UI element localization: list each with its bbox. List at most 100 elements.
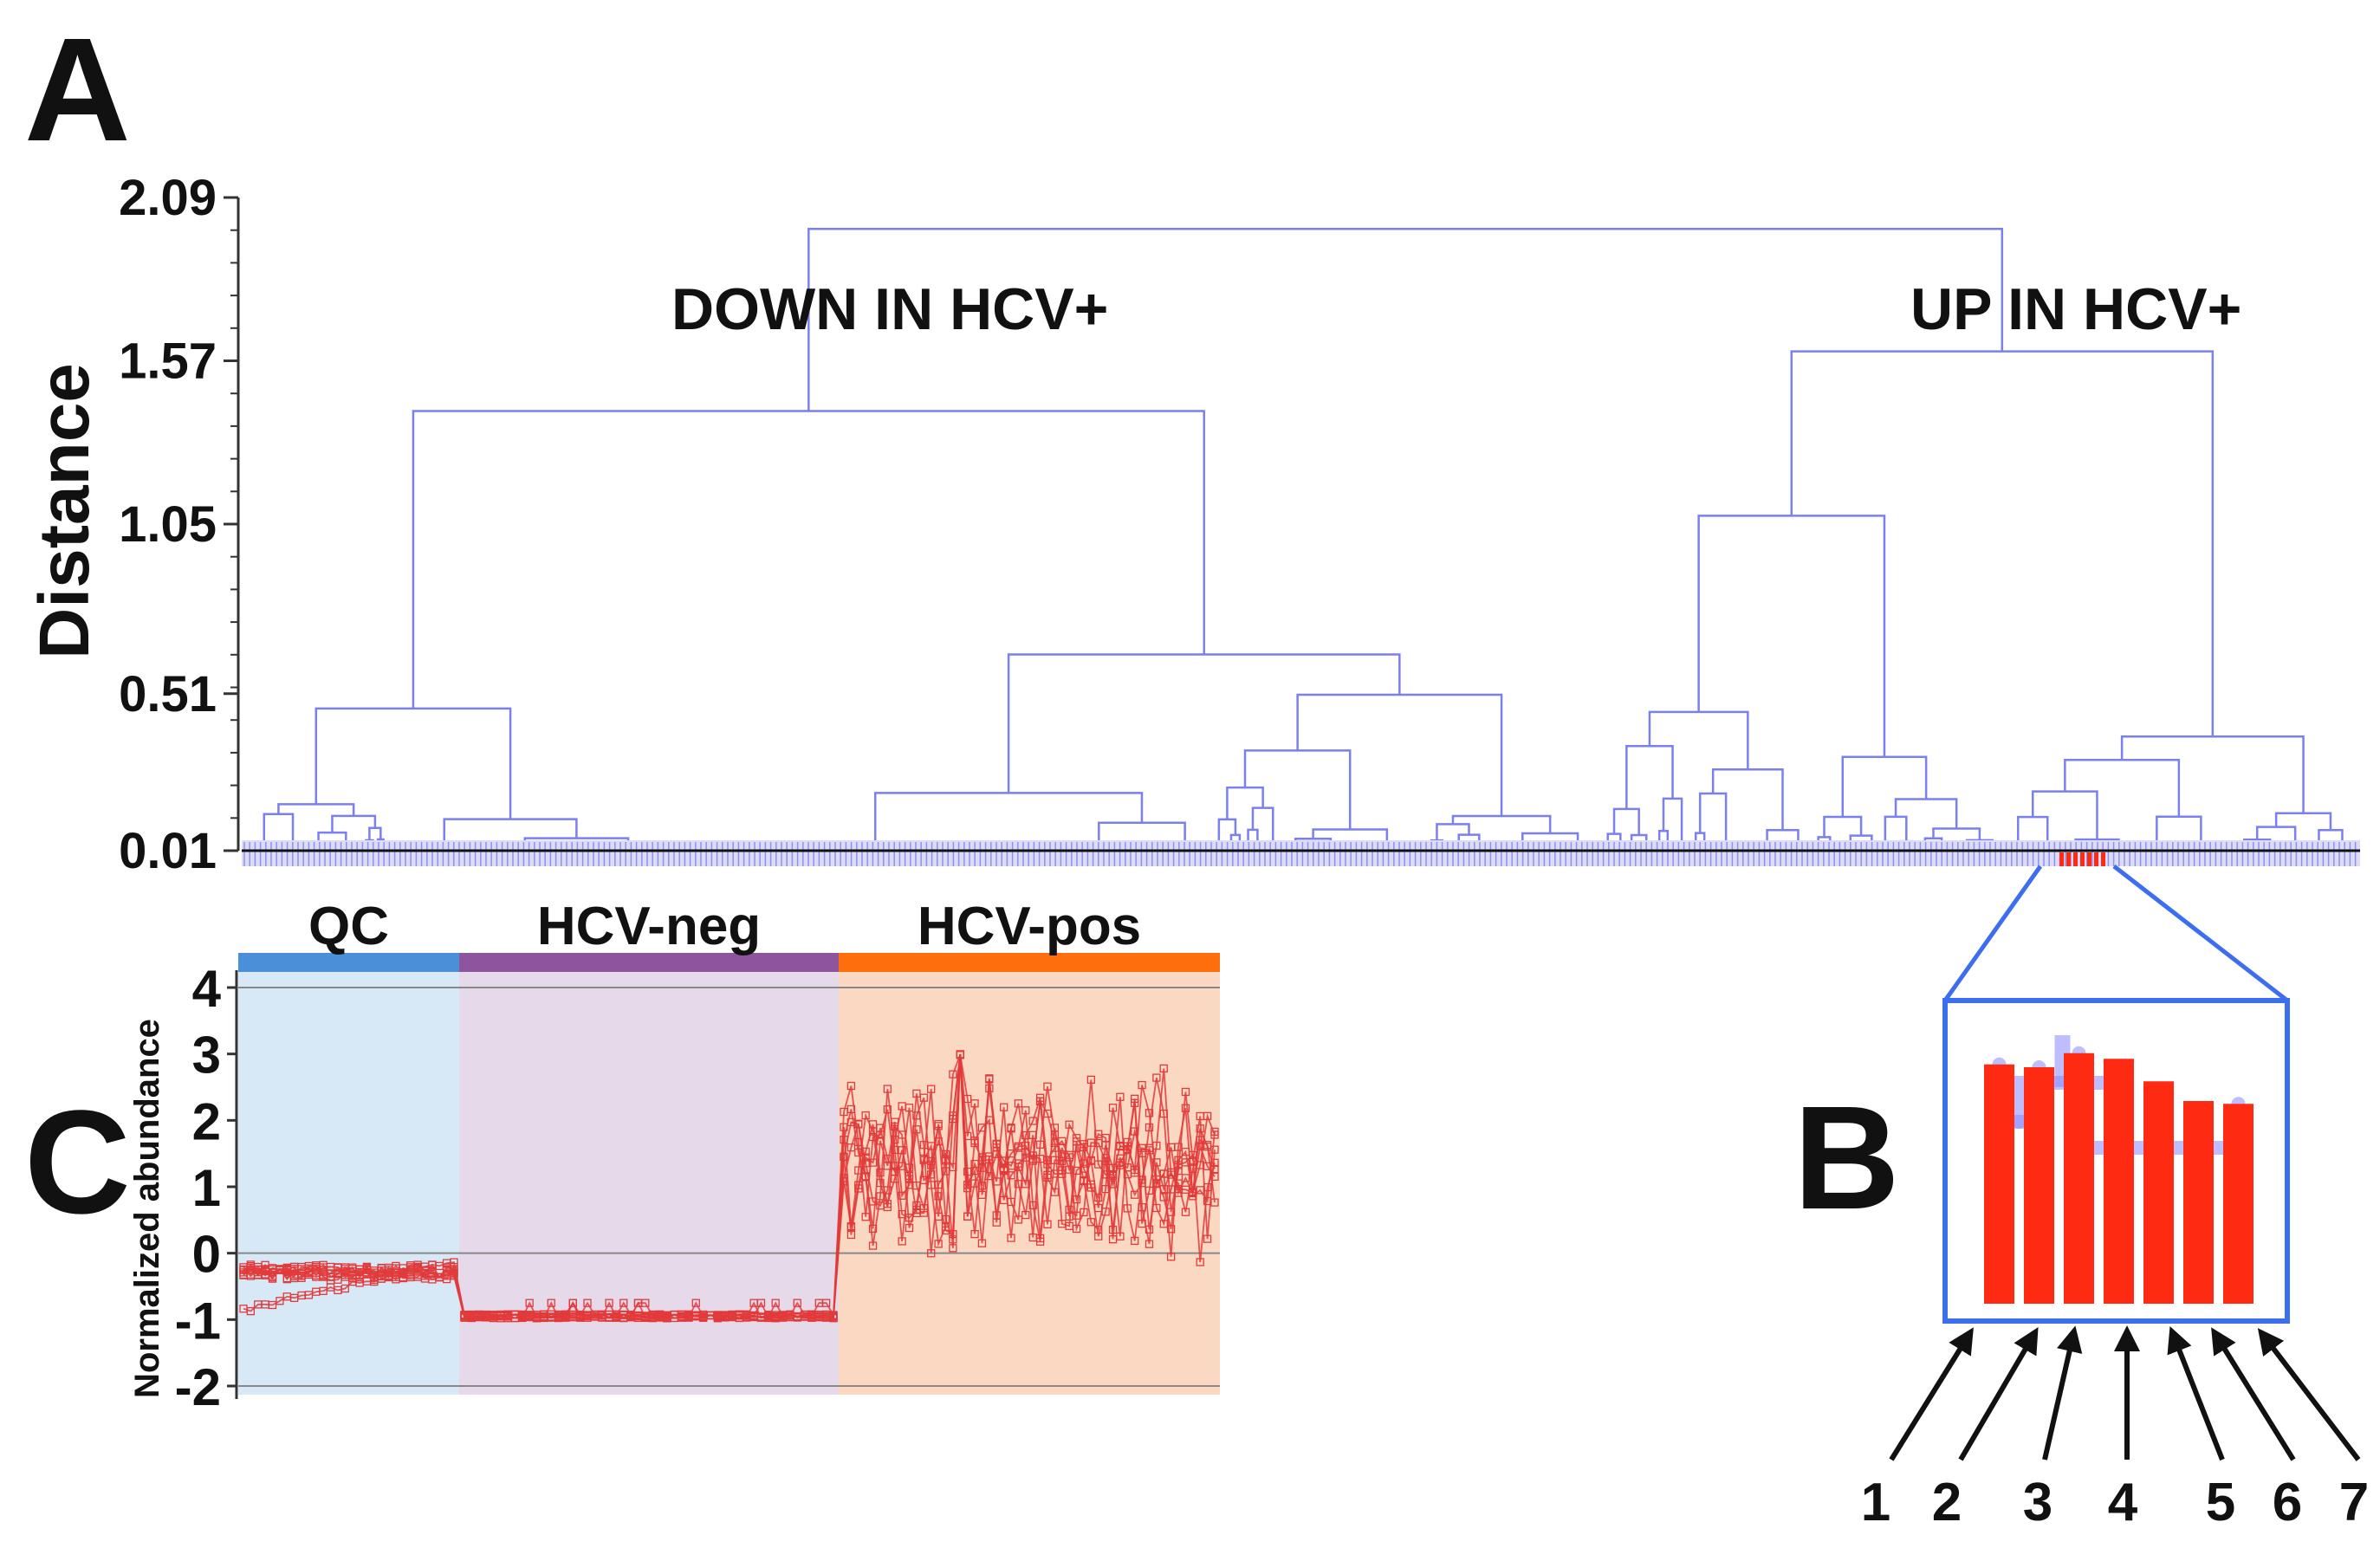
abundance-point (992, 1177, 1001, 1186)
distance-tick-label: 1.05 (119, 496, 217, 553)
highlighted-leaf (2059, 852, 2064, 866)
abundance-point (756, 1299, 766, 1307)
abundance-point (246, 1306, 256, 1316)
abundance-point (854, 1119, 863, 1128)
abundance-point (992, 1140, 1001, 1149)
dendrogram-link (1648, 710, 1749, 770)
abundance-point (840, 1152, 848, 1162)
abundance-point (1065, 1221, 1073, 1230)
group-bands (238, 953, 1220, 972)
leaf-number-label: 2 (1932, 1473, 1962, 1532)
abundance-point (771, 1299, 780, 1307)
abundance-point (1065, 1205, 1073, 1214)
abundance-point (876, 1168, 885, 1177)
dendrogram-link (1932, 827, 1981, 840)
abundance-point (261, 1265, 269, 1273)
abundance-point (384, 1269, 393, 1278)
abundance-point (876, 1201, 885, 1210)
abundance-point (1108, 1163, 1118, 1172)
abundance-point (1166, 1225, 1176, 1234)
abundance-point (1181, 1087, 1190, 1097)
abundance-point (428, 1260, 437, 1269)
abundance-point (1007, 1124, 1015, 1132)
abundance-point (927, 1249, 936, 1258)
dendrogram-link (412, 410, 1205, 709)
abundance-point (970, 1229, 979, 1239)
abundance-point (1072, 1134, 1081, 1143)
dendrogram-link (2120, 735, 2305, 813)
abundance-point (1210, 1172, 1219, 1181)
dendrogram-root-link (807, 228, 2004, 411)
dendrogram-link (1790, 350, 2215, 737)
abundance-point (428, 1268, 437, 1277)
abundance-point (912, 1089, 921, 1098)
abundance-point (1021, 1130, 1030, 1140)
abundance-tick-label: -1 (175, 1292, 221, 1350)
abundance-point (276, 1297, 284, 1305)
abundance-point (1159, 1220, 1168, 1228)
abundance-point (1181, 1174, 1190, 1182)
abundance-point (846, 1143, 856, 1152)
leaf-row (242, 840, 2360, 866)
group-band-qc (238, 953, 459, 972)
abundance-point (927, 1085, 936, 1093)
abundance-point (1210, 1130, 1219, 1139)
abundance-point (970, 1099, 979, 1108)
abundance-point (641, 1299, 650, 1307)
dendrogram-link (1841, 755, 1928, 817)
abundance-tick-label: 1 (192, 1159, 221, 1217)
abundance-point (1131, 1190, 1139, 1199)
dendrogram-link (1098, 821, 1186, 851)
abundance-point (1072, 1195, 1081, 1204)
abundance-point (876, 1192, 885, 1201)
highlighted-leaf (2094, 852, 2098, 866)
abundance-point (1108, 1104, 1118, 1112)
abundance-point (370, 1273, 379, 1281)
abundance-point (970, 1138, 979, 1148)
panel-letter-c: C (24, 1080, 131, 1245)
abundance-point (1181, 1104, 1190, 1112)
abundance-tick-label: 2 (192, 1092, 221, 1150)
highlighted-leaf (2101, 852, 2105, 866)
abundance-point (1152, 1073, 1161, 1082)
abundance-point (377, 1263, 386, 1273)
abundance-panel: C QC HCV-neg HCV-pos 4 3 2 1 0 -1 -2 Normalized … (24, 897, 1220, 1416)
zoom-bar (2143, 1081, 2174, 1304)
abundance-point (1203, 1162, 1212, 1170)
abundance-point (985, 1172, 994, 1181)
abundance-point (1043, 1220, 1052, 1229)
abundance-point (891, 1136, 899, 1144)
dendrogram-link (443, 818, 578, 843)
abundance-point (999, 1103, 1008, 1111)
zoom-bar (1984, 1064, 2014, 1304)
abundance-point (1108, 1234, 1118, 1244)
abundance-point (254, 1270, 263, 1279)
abundance-point (1116, 1158, 1125, 1167)
panel-letter-b: B (1793, 1076, 1900, 1240)
abundance-point (1145, 1186, 1154, 1195)
abundance-point (1043, 1082, 1052, 1091)
dendrogram-link (873, 792, 1144, 842)
abundance-point (1203, 1111, 1212, 1121)
abundance-tick-label: -2 (175, 1358, 221, 1416)
distance-tick-label: 0.01 (119, 823, 217, 879)
abundance-point (239, 1271, 248, 1279)
abundance-point (840, 1174, 848, 1182)
dendrogram-link (1884, 815, 1908, 843)
highlighted-leaf (2073, 852, 2078, 866)
abundance-point (1014, 1215, 1023, 1224)
dendrogram-link (1711, 768, 1784, 831)
abundance-point (1131, 1094, 1139, 1104)
abundance-point (1138, 1202, 1146, 1212)
abundance-point (963, 1167, 972, 1176)
leaf-number-label: 6 (2273, 1473, 2302, 1532)
abundance-point (883, 1186, 892, 1195)
abundance-point (793, 1299, 801, 1307)
dendrogram-link (1007, 653, 1401, 793)
abundance-point (868, 1197, 878, 1206)
abundance-point (912, 1206, 921, 1214)
abundance-gridlines (238, 987, 1220, 1387)
abundance-point (1145, 1240, 1154, 1248)
dendrogram-link (1698, 792, 1728, 843)
abundance-point (1058, 1156, 1067, 1165)
